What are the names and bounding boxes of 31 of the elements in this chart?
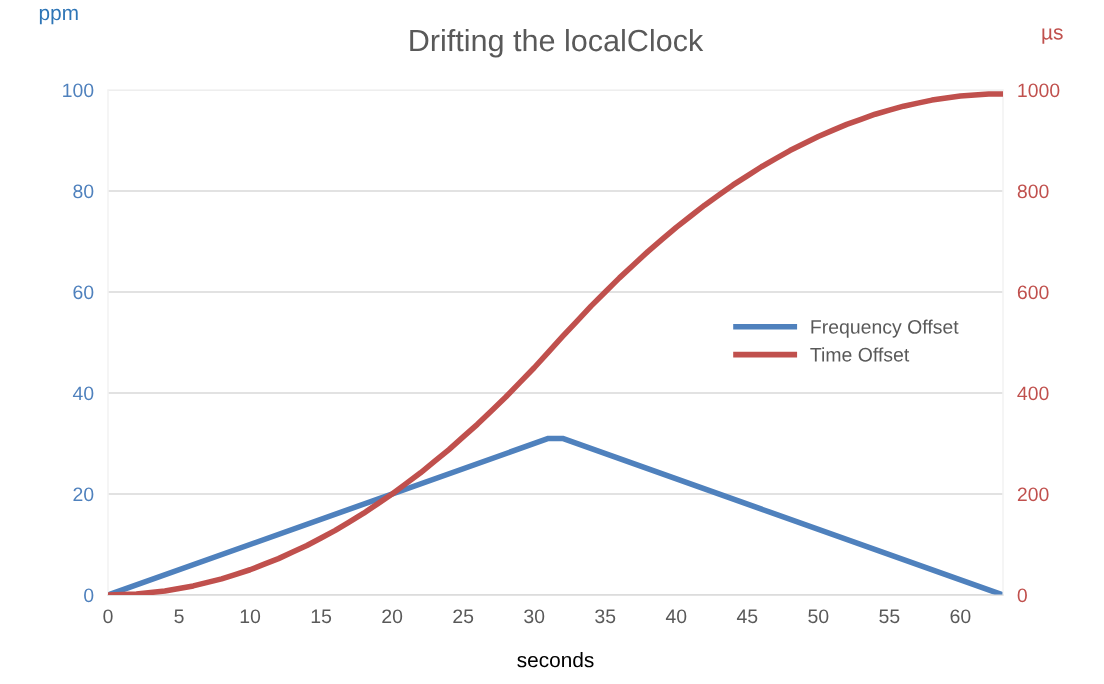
x-tick-label: 15	[311, 609, 332, 624]
y-tick-label: 80	[73, 184, 94, 199]
x-tick-label: 55	[879, 609, 900, 624]
x-tick-label: 35	[595, 609, 616, 624]
y-tick-label: 0	[84, 588, 94, 603]
x-tick-label: 40	[665, 609, 687, 624]
y2-tick-label: 600	[1017, 285, 1049, 300]
x-axis-title: seconds	[517, 652, 594, 668]
y2-axis-title: µs	[1042, 28, 1063, 44]
y-tick-label: 20	[73, 487, 94, 502]
x-tick-label: 30	[524, 609, 545, 624]
chart-title: Drifting the localClock	[410, 28, 704, 58]
x-tick-label: 5	[174, 609, 184, 624]
x-tick-label: 0	[103, 609, 113, 624]
y-axis-title: ppm	[39, 8, 78, 25]
y2-tick-label: 1000	[1018, 83, 1060, 98]
x-tick-label: 45	[736, 609, 758, 624]
y2-tick-label: 200	[1017, 487, 1049, 502]
y-tick-label: 40	[72, 386, 94, 401]
x-tick-label: 60	[950, 609, 971, 624]
x-tick-label: 20	[382, 609, 403, 624]
y2-tick-label: 0	[1017, 588, 1027, 603]
y2-tick-label: 400	[1017, 386, 1049, 401]
y-tick-label: 100	[63, 83, 94, 98]
legend-label: Time Offset	[810, 347, 910, 362]
x-tick-label: 50	[808, 609, 829, 624]
legend-label: Frequency Offset	[811, 319, 959, 338]
y2-tick-label: 800	[1017, 184, 1049, 199]
x-tick-label: 25	[453, 609, 474, 624]
x-tick-label: 10	[240, 609, 261, 624]
y-tick-label: 60	[73, 285, 94, 300]
